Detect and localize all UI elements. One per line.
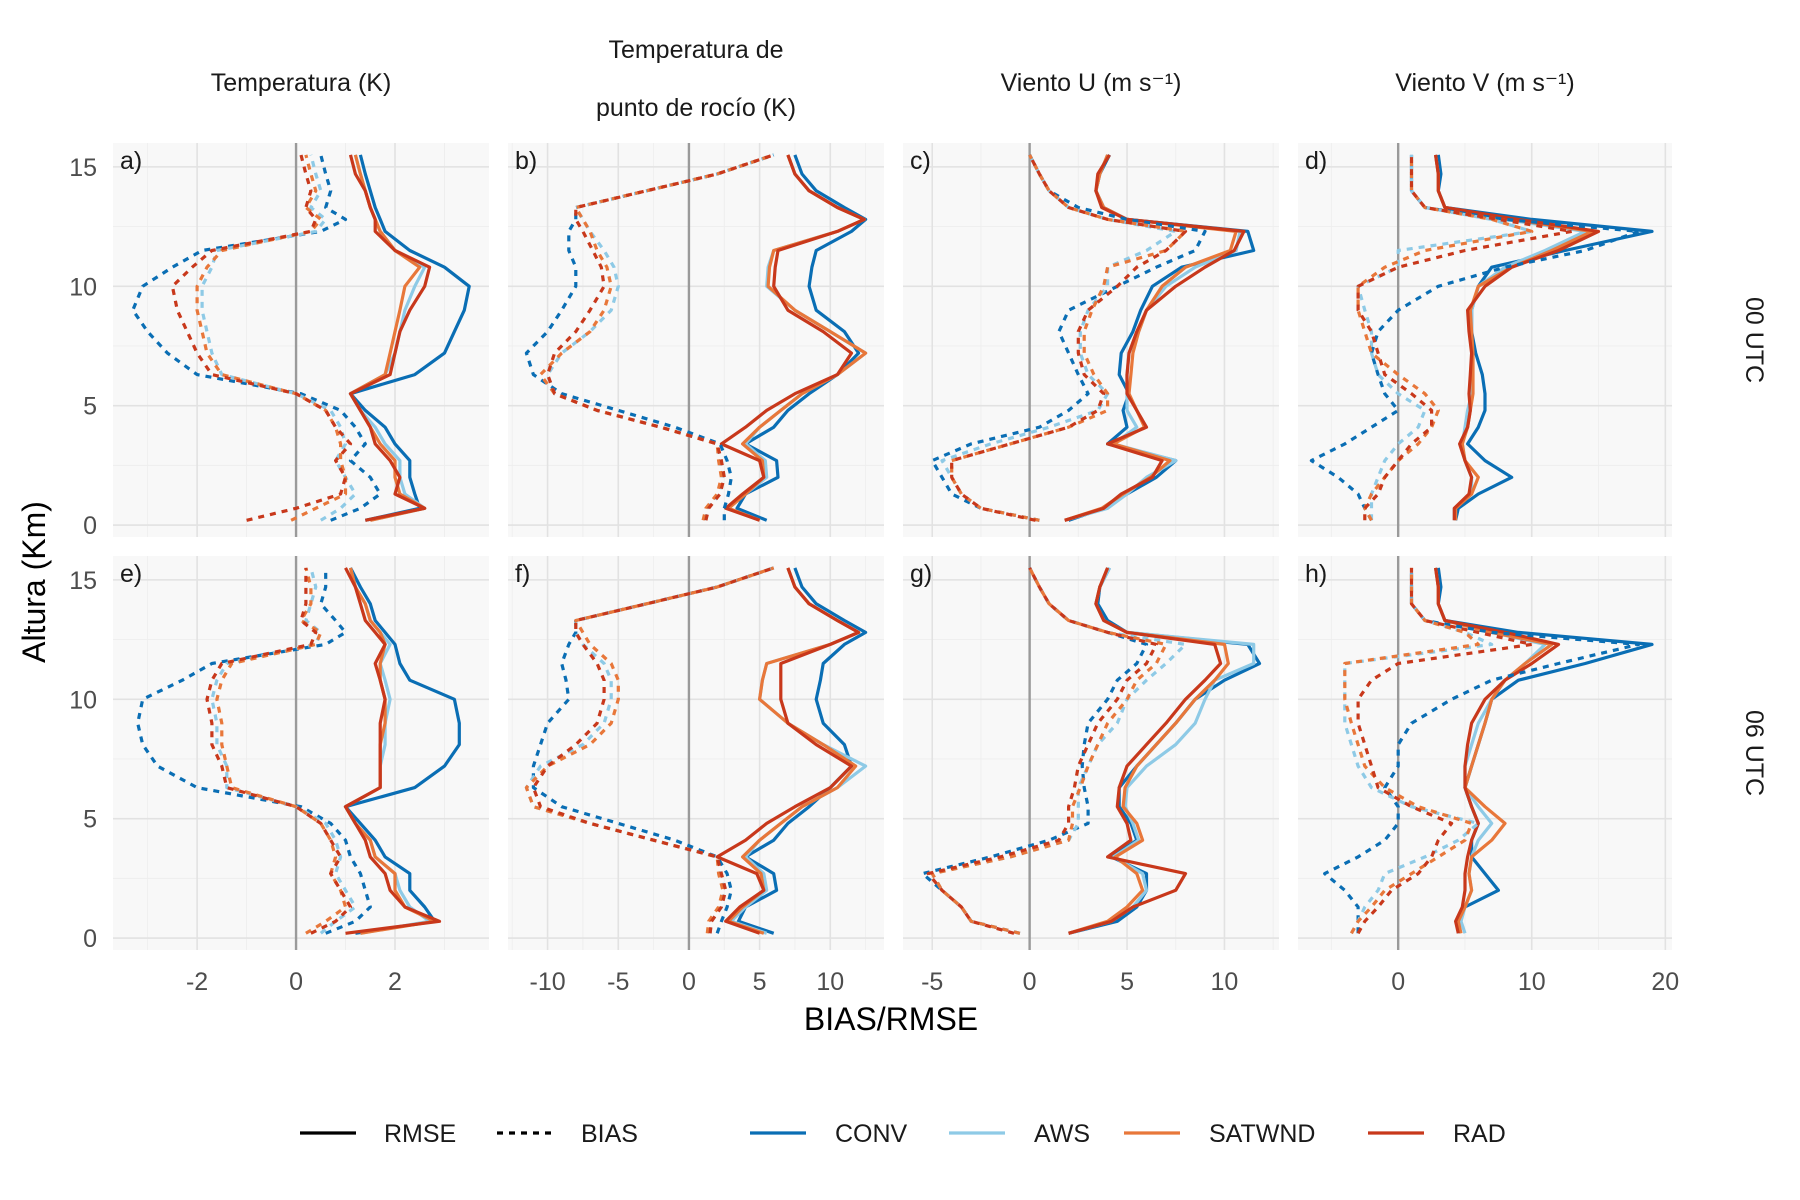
series-line-rad-bias: [950, 154, 1188, 522]
column-title-1: Temperatura (K): [211, 69, 392, 97]
panel-a: a) 0 5 10 15: [69, 143, 489, 540]
x-tick-label: 5: [1120, 968, 1134, 996]
series-line-rad-bias: [926, 567, 1158, 935]
x-tick-label: 10: [816, 968, 844, 996]
y-axis-title: Altura (Km): [16, 501, 52, 663]
panel-label: e): [120, 560, 142, 588]
x-tick-label: -2: [186, 968, 208, 996]
legend-label-bias: BIAS: [581, 1120, 638, 1148]
panel-b: b): [508, 143, 884, 537]
panel-label: b): [515, 147, 537, 175]
y-tick-label: 5: [83, 806, 97, 834]
x-tick-label: 0: [682, 968, 696, 996]
column-title-4: Viento V (m s⁻¹): [1395, 69, 1574, 97]
panel-background: [113, 143, 489, 537]
x-tick-label: 0: [1391, 968, 1405, 996]
x-tick-label: 20: [1651, 968, 1679, 996]
panel-label: h): [1305, 560, 1327, 588]
column-title-2: punto de rocío (K): [596, 94, 796, 122]
x-tick-label: -5: [921, 968, 943, 996]
legend-label-aws: AWS: [1034, 1120, 1090, 1148]
panel-label: g): [910, 560, 932, 588]
column-titles: Temperatura (K) Temperatura de punto de ro…: [211, 36, 1575, 122]
series-line-conv-rmse: [343, 567, 461, 935]
panel-c: c): [903, 143, 1279, 537]
series-line-conv-rmse: [736, 567, 868, 935]
row-label-2: 06 UTC: [1740, 710, 1768, 796]
series-line-conv-rmse: [735, 154, 868, 522]
x-tick-label: 5: [753, 968, 767, 996]
series-line-aws-bias: [210, 567, 357, 935]
series-line-rad-rmse: [348, 154, 432, 522]
series-line-rad-rmse: [343, 567, 442, 935]
y-tick-label: 10: [69, 273, 97, 301]
x-tick-label: 2: [388, 968, 402, 996]
series-line-rad-rmse: [1068, 567, 1223, 935]
panel-background: [903, 556, 1279, 950]
series-line-rad-rmse: [715, 567, 861, 935]
y-tick-label: 0: [83, 512, 97, 540]
series-line-conv-rmse: [348, 154, 471, 522]
y-tick-label: 10: [69, 686, 97, 714]
panel-background: [508, 143, 884, 537]
panel-background: [113, 556, 489, 950]
panel-f: f) -10 -5 0 5 10: [508, 556, 884, 996]
series-line-rad-bias: [546, 153, 775, 521]
series-line-satwnd-bias: [1343, 567, 1480, 935]
panel-label: d): [1305, 147, 1327, 175]
legend-label-rad: RAD: [1453, 1120, 1506, 1148]
y-tick-label: 15: [69, 567, 97, 595]
panel-label: f): [515, 560, 530, 588]
legend-label-conv: CONV: [835, 1120, 908, 1148]
row-labels: 00 UTC 06 UTC: [1740, 297, 1768, 796]
y-tick-label: 5: [83, 393, 97, 421]
series-line-satwnd-bias: [930, 567, 1168, 935]
panel-label: a): [120, 147, 142, 175]
series-line-conv-bias: [930, 154, 1207, 522]
series-line-rad-rmse: [719, 154, 866, 522]
column-title-3: Viento U (m s⁻¹): [1001, 69, 1182, 97]
series-line-aws-bias: [1356, 154, 1534, 521]
x-tick-label: 10: [1211, 968, 1239, 996]
series-line-rad-rmse: [1434, 567, 1561, 934]
x-tick-label: 0: [1023, 968, 1037, 996]
column-title-2: Temperatura de: [608, 36, 783, 64]
series-line-aws-bias: [1343, 567, 1494, 935]
series-line-rad-bias: [531, 566, 775, 934]
panel-h: h) 0 10 20: [1298, 556, 1679, 996]
legend-label-satwnd: SATWND: [1209, 1120, 1315, 1148]
panel-background: [1298, 143, 1672, 537]
y-tick-label: 0: [83, 925, 97, 953]
series-line-rad-bias: [205, 567, 353, 935]
series-line-satwnd-bias: [195, 154, 348, 522]
series-line-rad-bias: [1356, 154, 1574, 521]
panel-e: e) -2 0 2 0 5 10 15: [69, 556, 489, 996]
panel-g: g) -5 0 5 10: [903, 556, 1279, 996]
row-label-1: 00 UTC: [1740, 297, 1768, 383]
series-line-rad-bias: [1356, 567, 1534, 935]
y-tick-label: 15: [69, 154, 97, 182]
x-tick-label: -5: [607, 968, 629, 996]
panel-d: d): [1298, 143, 1672, 537]
series-line-rad-rmse: [1434, 154, 1601, 521]
series-line-rad-rmse: [1064, 154, 1246, 522]
series-line-conv-bias: [1323, 567, 1641, 934]
series-line-rad-bias: [170, 154, 353, 522]
x-tick-label: 0: [289, 968, 303, 996]
panel-label: c): [910, 147, 931, 175]
series-line-conv-bias: [531, 566, 775, 934]
series-line-satwnd-bias: [950, 154, 1188, 522]
x-tick-label: -10: [530, 968, 566, 996]
legend-label-rmse: RMSE: [384, 1120, 456, 1148]
panel-background: [903, 143, 1279, 537]
series-line-satwnd-bias: [538, 153, 775, 521]
legend: RMSE BIAS CONV AWS SATWND RAD: [300, 1120, 1506, 1148]
series-line-conv-bias: [131, 154, 382, 522]
x-axis-title: BIAS/RMSE: [804, 1001, 978, 1037]
x-tick-label: 10: [1518, 968, 1546, 996]
series-line-conv-bias: [136, 567, 372, 935]
